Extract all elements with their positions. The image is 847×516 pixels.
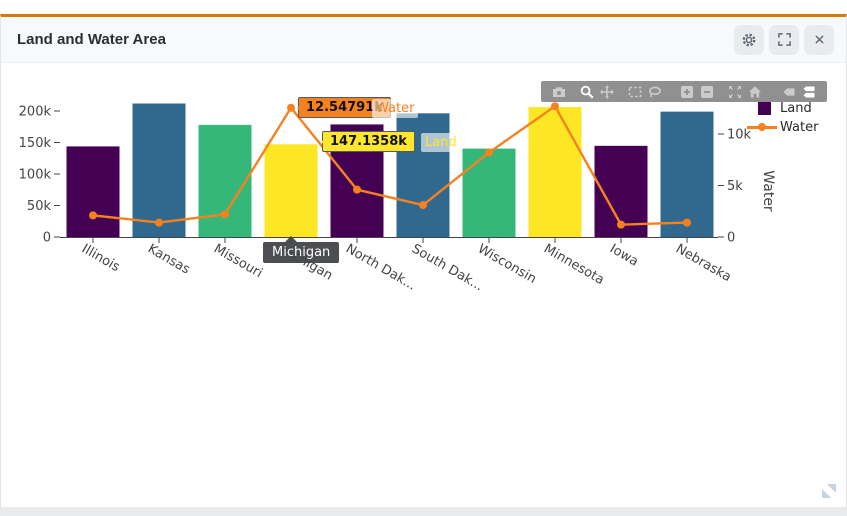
x-tick-label-missouri: Missouri — [211, 241, 265, 281]
chart-region: 0 50k 100k 150k 200k 0 5k 10k Water Illinois Kansa… — [1, 63, 844, 504]
bar-nebraska[interactable] — [660, 111, 714, 237]
water-point-kansas[interactable] — [155, 218, 163, 227]
fullscreen-icon — [777, 33, 791, 46]
close-icon — [814, 35, 824, 44]
y-left-tick-label: 0 — [43, 231, 51, 246]
modebar-download-plot-as-png-icon[interactable] — [549, 82, 569, 102]
bar-wisconsin[interactable] — [462, 148, 516, 237]
x-axis-hover-label: Michigan — [263, 236, 340, 263]
x-tick-label-iowa: Iowa — [607, 241, 641, 269]
modebar-zoom-icon[interactable] — [577, 82, 597, 102]
modebar-box-select-icon[interactable] — [625, 82, 645, 102]
y-left-tick-label: 150k — [19, 136, 52, 151]
water-point-minnesota[interactable] — [551, 102, 559, 111]
hover-label-water-trace: Water — [372, 99, 419, 118]
bar-missouri[interactable] — [198, 124, 252, 237]
hover-label-land-value: 147.1358k — [321, 131, 415, 152]
water-point-michigan[interactable] — [287, 103, 295, 112]
y-right-tick-label: 0 — [727, 231, 735, 246]
y-left-tick-label: 200k — [19, 105, 52, 120]
modebar-lasso-select-icon[interactable] — [645, 82, 665, 102]
x-tick-label-north-dakota: North Dak... — [343, 241, 418, 293]
gear-icon — [742, 33, 756, 46]
hover-label-land-trace: Land — [421, 133, 461, 152]
legend-item-water[interactable]: Water — [747, 118, 818, 137]
water-line — [92, 104, 688, 226]
x-tick-label-illinois: Illinois — [79, 241, 122, 275]
fullscreen-button[interactable] — [769, 24, 799, 55]
legend-land-swatch — [758, 102, 771, 115]
modebar-reset-axes-icon[interactable] — [745, 82, 765, 102]
legend-item-land[interactable]: Land — [747, 99, 818, 118]
water-point-north-dakota[interactable] — [353, 185, 361, 194]
legend-land-label: Land — [780, 101, 812, 116]
close-button[interactable] — [804, 24, 834, 55]
legend-water-label: Water — [780, 120, 819, 135]
legend-water-line-swatch — [747, 123, 777, 132]
y-left-tick-label: 50k — [27, 199, 52, 214]
x-tick-label-south-dakota: South Dak... — [409, 241, 486, 294]
right-axis-title: Water — [760, 170, 776, 212]
modebar-autoscale-icon[interactable] — [725, 82, 745, 102]
modebar-zoom-out-icon[interactable] — [697, 82, 717, 102]
modebar-show-closest-data-on-hover-icon[interactable] — [779, 82, 799, 102]
x-tick-label-kansas: Kansas — [145, 241, 193, 277]
page-background-strip — [0, 507, 847, 516]
water-point-illinois[interactable] — [89, 211, 97, 220]
water-point-south-dakota[interactable] — [419, 201, 427, 210]
bar-illinois[interactable] — [66, 146, 120, 237]
y-right-tick-label: 5k — [727, 179, 743, 194]
legend-water-dot — [758, 123, 766, 132]
widget-title: Land and Water Area — [17, 31, 166, 48]
bar-minnesota[interactable] — [528, 107, 582, 238]
hover-label-water-value: 12.54791k — [297, 97, 391, 118]
modebar-compare-data-on-hover-icon[interactable] — [799, 82, 819, 102]
resize-handle-icon[interactable] — [820, 482, 838, 500]
bar-kansas[interactable] — [132, 103, 186, 238]
settings-button[interactable] — [734, 24, 764, 55]
area-chart-svg: 0 50k 100k 150k 200k 0 5k 10k Water Illinois Kansa… — [19, 92, 776, 294]
x-tick-label-minnesota: Minnesota — [541, 241, 607, 288]
modebar-pan-icon[interactable] — [597, 82, 617, 102]
modebar-zoom-in-icon[interactable] — [677, 82, 697, 102]
water-point-nebraska[interactable] — [683, 218, 691, 227]
bar-michigan[interactable] — [264, 144, 318, 237]
widget-header: Land and Water Area — [1, 17, 846, 63]
water-point-wisconsin[interactable] — [485, 148, 493, 157]
x-tick-label-nebraska: Nebraska — [673, 241, 734, 285]
water-point-missouri[interactable] — [221, 210, 229, 219]
plotly-modebar — [541, 81, 827, 102]
water-point-iowa[interactable] — [617, 220, 625, 229]
y-right-tick-label: 10k — [727, 128, 752, 143]
y-left-tick-label: 100k — [19, 168, 52, 183]
widget-card: Land and Water Area 0 50k 100k 150k 200k 0 5k 1… — [0, 14, 847, 508]
chart-legend: Land Water — [747, 99, 818, 137]
